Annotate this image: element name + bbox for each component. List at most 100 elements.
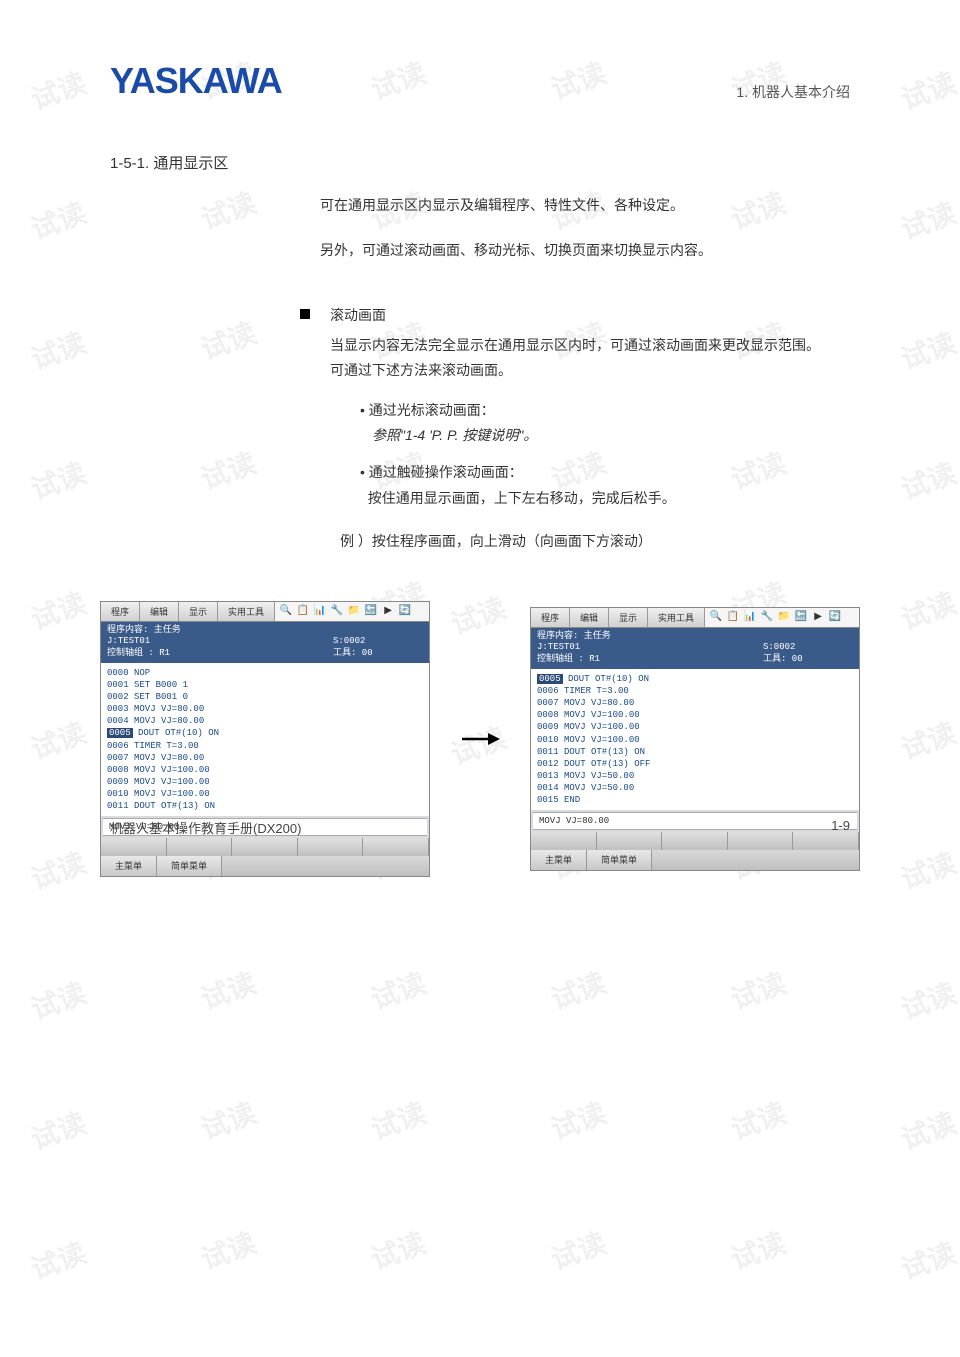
program-line: 0008 MOVJ VJ=100.00 xyxy=(107,764,423,776)
program-line: 0006 TIMER T=3.00 xyxy=(107,740,423,752)
watermark: 试读 xyxy=(545,962,611,1019)
footer-title: 机器人基本操作教育手册(DX200) xyxy=(110,818,301,837)
program-line: 0002 SET B001 0 xyxy=(107,691,423,703)
program-line: 0000 NOP xyxy=(107,667,423,679)
info-job: J:TEST01 xyxy=(537,642,611,654)
bottom-menu: 主菜单 简单菜单 xyxy=(531,850,859,870)
program-line: 0011 DOUT OT#(13) ON xyxy=(537,746,853,758)
program-listing[interactable]: 0000 NOP 0001 SET B000 1 0002 SET B001 0… xyxy=(101,663,429,817)
page-header: YASKAWA 1. 机器人基本介绍 xyxy=(0,0,960,112)
toolbar-icon[interactable]: 📋 xyxy=(726,610,740,624)
info-axis: 控制轴组 : R1 xyxy=(107,648,181,660)
chapter-label: 1. 机器人基本介绍 xyxy=(736,82,850,102)
info-title: 程序内容: 主任务 xyxy=(537,631,611,643)
watermark: 试读 xyxy=(725,962,791,1019)
watermark: 试读 xyxy=(195,1092,261,1149)
program-line: 0004 MOVJ VJ=80.00 xyxy=(107,715,423,727)
menu-edit[interactable]: 编辑 xyxy=(570,608,609,627)
watermark: 试读 xyxy=(895,1232,960,1289)
menu-display[interactable]: 显示 xyxy=(179,602,218,621)
watermark: 试读 xyxy=(25,972,91,1029)
toolbar-icon[interactable]: 📊 xyxy=(313,604,327,618)
watermark: 试读 xyxy=(895,972,960,1029)
btn-segment[interactable] xyxy=(363,838,429,856)
page-footer: 机器人基本操作教育手册(DX200) 1-9 xyxy=(110,818,850,837)
menu-program[interactable]: 程序 xyxy=(531,608,570,627)
toolbar-icon[interactable]: ▶ xyxy=(811,610,825,624)
toolbar-icon[interactable]: 🔧 xyxy=(760,610,774,624)
info-title: 程序内容: 主任务 xyxy=(107,625,181,637)
btn-segment[interactable] xyxy=(101,838,167,856)
program-info-header: 程序内容: 主任务 J:TEST01 控制轴组 : R1 S:0002 工具: … xyxy=(531,628,859,669)
menu-program[interactable]: 程序 xyxy=(101,602,140,621)
menu-utility[interactable]: 实用工具 xyxy=(218,602,275,621)
toolbar-icon[interactable]: 🔍 xyxy=(279,604,293,618)
paragraph-1: 可在通用显示区内显示及编辑程序、特性文件、各种设定。 xyxy=(320,193,850,218)
watermark: 试读 xyxy=(725,1222,791,1279)
program-line: 0007 MOVJ VJ=80.00 xyxy=(537,697,853,709)
info-step: S:0002 xyxy=(333,636,423,648)
program-line: 0009 MOVJ VJ=100.00 xyxy=(107,776,423,788)
bullet-2-desc: 按住通用显示画面，上下左右移动，完成后松手。 xyxy=(360,486,850,511)
program-line: 0006 TIMER T=3.00 xyxy=(537,685,853,697)
program-line: 0008 MOVJ VJ=100.00 xyxy=(537,709,853,721)
bottom-fill xyxy=(222,856,429,876)
arrow-right-icon xyxy=(460,729,500,749)
simple-menu-button[interactable]: 简单菜单 xyxy=(587,850,652,870)
subsection-line1: 当显示内容无法完全显示在通用显示区内时，可通过滚动画面来更改显示范围。 xyxy=(330,333,820,358)
bullet-1-title: • 通过光标滚动画面： xyxy=(360,398,850,423)
program-line: 0007 MOVJ VJ=80.00 xyxy=(107,752,423,764)
button-bar xyxy=(101,838,429,856)
toolbar: 🔍 📋 📊 🔧 📁 🔙 ▶ 🔄 xyxy=(705,608,859,627)
toolbar-icon[interactable]: 🔄 xyxy=(398,604,412,618)
menu-utility[interactable]: 实用工具 xyxy=(648,608,705,627)
paragraph-2: 另外，可通过滚动画面、移动光标、切换页面来切换显示内容。 xyxy=(320,238,850,263)
simple-menu-button[interactable]: 简单菜单 xyxy=(157,856,222,876)
toolbar-icon[interactable]: 📁 xyxy=(347,604,361,618)
example-text: 例 ）按住程序画面，向上滑动（向画面下方滚动） xyxy=(340,531,960,551)
program-line-highlighted: 0005 DOUT OT#(10) ON xyxy=(537,673,853,685)
btn-segment[interactable] xyxy=(298,838,364,856)
menu-edit[interactable]: 编辑 xyxy=(140,602,179,621)
toolbar-icon[interactable]: 📁 xyxy=(777,610,791,624)
menu-bar: 程序 编辑 显示 实用工具 🔍 📋 📊 🔧 📁 🔙 ▶ 🔄 xyxy=(101,602,429,622)
toolbar-icon[interactable]: 🔙 xyxy=(794,610,808,624)
info-tool: 工具: 00 xyxy=(333,648,423,660)
toolbar-icon[interactable]: 📊 xyxy=(743,610,757,624)
section-title: 1-5-1. 通用显示区 xyxy=(0,112,960,193)
bullet-1-ref: 参照"1-4 'P. P. 按键说明"。 xyxy=(372,423,850,448)
menu-bar: 程序 编辑 显示 实用工具 🔍 📋 📊 🔧 📁 🔙 ▶ 🔄 xyxy=(531,608,859,628)
watermark: 试读 xyxy=(725,1092,791,1149)
watermark: 试读 xyxy=(25,1232,91,1289)
bottom-menu: 主菜单 简单菜单 xyxy=(101,856,429,876)
info-tool: 工具: 00 xyxy=(763,654,853,666)
btn-segment[interactable] xyxy=(232,838,298,856)
program-info-header: 程序内容: 主任务 J:TEST01 控制轴组 : R1 S:0002 工具: … xyxy=(101,622,429,663)
main-menu-button[interactable]: 主菜单 xyxy=(531,850,587,870)
footer-page: 1-9 xyxy=(831,818,850,837)
toolbar-icon[interactable]: 🔄 xyxy=(828,610,842,624)
watermark: 试读 xyxy=(365,1222,431,1279)
watermark: 试读 xyxy=(545,1092,611,1149)
watermark: 试读 xyxy=(545,1222,611,1279)
program-line-highlighted: 0005 DOUT OT#(10) ON xyxy=(107,727,423,739)
watermark: 试读 xyxy=(195,1222,261,1279)
toolbar-icon[interactable]: 🔙 xyxy=(364,604,378,618)
program-line: 0009 MOVJ VJ=100.00 xyxy=(537,721,853,733)
program-line: 0012 DOUT OT#(13) OFF xyxy=(537,758,853,770)
toolbar-icon[interactable]: 📋 xyxy=(296,604,310,618)
program-listing[interactable]: 0005 DOUT OT#(10) ON 0006 TIMER T=3.00 0… xyxy=(531,669,859,811)
info-job: J:TEST01 xyxy=(107,636,181,648)
program-line: 0010 MOVJ VJ=100.00 xyxy=(537,734,853,746)
main-menu-button[interactable]: 主菜单 xyxy=(101,856,157,876)
program-line: 0013 MOVJ VJ=50.00 xyxy=(537,770,853,782)
watermark: 试读 xyxy=(25,1102,91,1159)
btn-segment[interactable] xyxy=(167,838,233,856)
subsection-title: 滚动画面 xyxy=(330,303,820,328)
toolbar-icon[interactable]: 🔍 xyxy=(709,610,723,624)
program-line: 0011 DOUT OT#(13) ON xyxy=(107,800,423,812)
toolbar-icon[interactable]: ▶ xyxy=(381,604,395,618)
menu-display[interactable]: 显示 xyxy=(609,608,648,627)
toolbar-icon[interactable]: 🔧 xyxy=(330,604,344,618)
toolbar: 🔍 📋 📊 🔧 📁 🔙 ▶ 🔄 xyxy=(275,602,429,621)
